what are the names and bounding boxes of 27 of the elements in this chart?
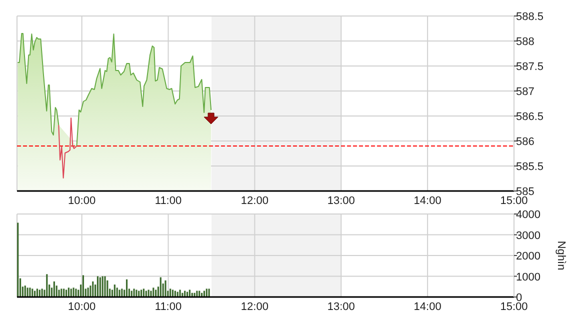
y-tick-label: 585.5 [516,161,544,173]
x-tick-label: 11:00 [154,301,182,313]
x-tick-label: 11:00 [154,195,182,207]
y-axis-title: Nghìn [555,240,567,270]
x-tick-label: 10:00 [68,301,96,313]
y-tick-label: 586 [516,136,534,148]
y-tick-label: 586.5 [516,111,544,123]
line-series [58,118,78,178]
x-tick-label: 15:00 [500,195,528,207]
y-tick-label: 588.5 [516,11,544,23]
x-tick-label: 13:00 [327,301,355,313]
y-tick-label: 1000 [516,271,540,284]
y-tick-label: 588 [516,36,534,48]
y-tick-label: 587.5 [516,61,544,73]
x-tick-label: 14:00 [414,301,442,313]
y-tick-label: 3000 [516,230,540,242]
y-tick-label: 585 [516,186,534,198]
x-tick-label: 13:00 [327,195,355,207]
x-tick-label: 12:00 [240,195,268,207]
y-tick-label: 2000 [516,250,540,262]
y-tick-label: 587 [516,86,534,98]
x-tick-label: 10:00 [68,195,96,207]
x-tick-label: 12:00 [240,301,268,313]
x-tick-label: 15:00 [500,301,528,313]
y-tick-label: 4000 [516,209,540,221]
y-tick-label: 0 [516,292,522,304]
x-tick-label: 14:00 [414,195,442,207]
